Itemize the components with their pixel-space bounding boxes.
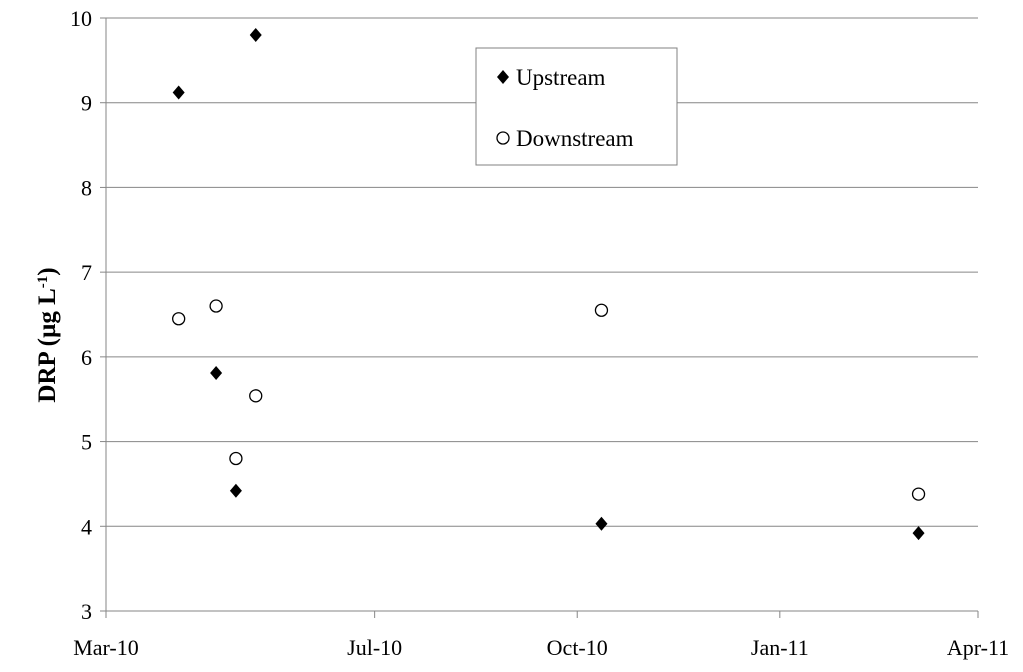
x-axis-ticks: Mar-10 Jul-10 Oct-10 Jan-11 Apr-11 [73,611,1009,660]
y-tick-label-7: 7 [81,260,92,285]
y-tick-label-4: 4 [81,514,92,539]
legend-marker-upstream [497,70,509,84]
upstream-point-3 [249,27,262,42]
x-tick-label-Oct-10: Oct-10 [547,635,608,660]
legend-label-downstream: Downstream [516,126,634,151]
x-tick-label-Apr-11: Apr-11 [947,635,1009,660]
x-tick-label-Jan-11: Jan-11 [751,635,809,660]
legend-box [475,47,678,166]
y-axis-ticks: 3 4 5 6 7 8 9 10 [70,6,106,624]
axes [105,18,978,612]
y-tick-label-9: 9 [81,91,92,116]
upstream-point-4 [595,516,608,531]
y-tick-label-6: 6 [81,345,92,370]
y-tick-label-10: 10 [70,6,92,31]
y-tick-label-3: 3 [81,599,92,624]
downstream-point-0 [172,312,186,326]
upstream-point-2 [229,483,242,498]
y-tick-label-8: 8 [81,175,92,200]
y-axis-title: DRP (µg L-1) [34,267,61,402]
downstream-point-1 [209,299,223,313]
gridlines [106,17,978,612]
legend-label-upstream: Upstream [516,65,606,90]
upstream-point-0 [172,85,185,100]
downstream-point-5 [911,487,926,501]
legend: Upstream Downstream [475,47,678,166]
upstream-point-1 [210,365,223,380]
data-points [172,27,926,541]
downstream-point-2 [229,451,243,466]
legend-marker-downstream [496,131,510,145]
x-tick-label-Jul-10: Jul-10 [347,635,402,660]
y-tick-label-5: 5 [81,430,92,455]
upstream-point-5 [912,526,925,541]
downstream-point-4 [594,303,609,317]
downstream-point-3 [249,389,263,403]
x-tick-label-Mar-10: Mar-10 [73,635,139,660]
